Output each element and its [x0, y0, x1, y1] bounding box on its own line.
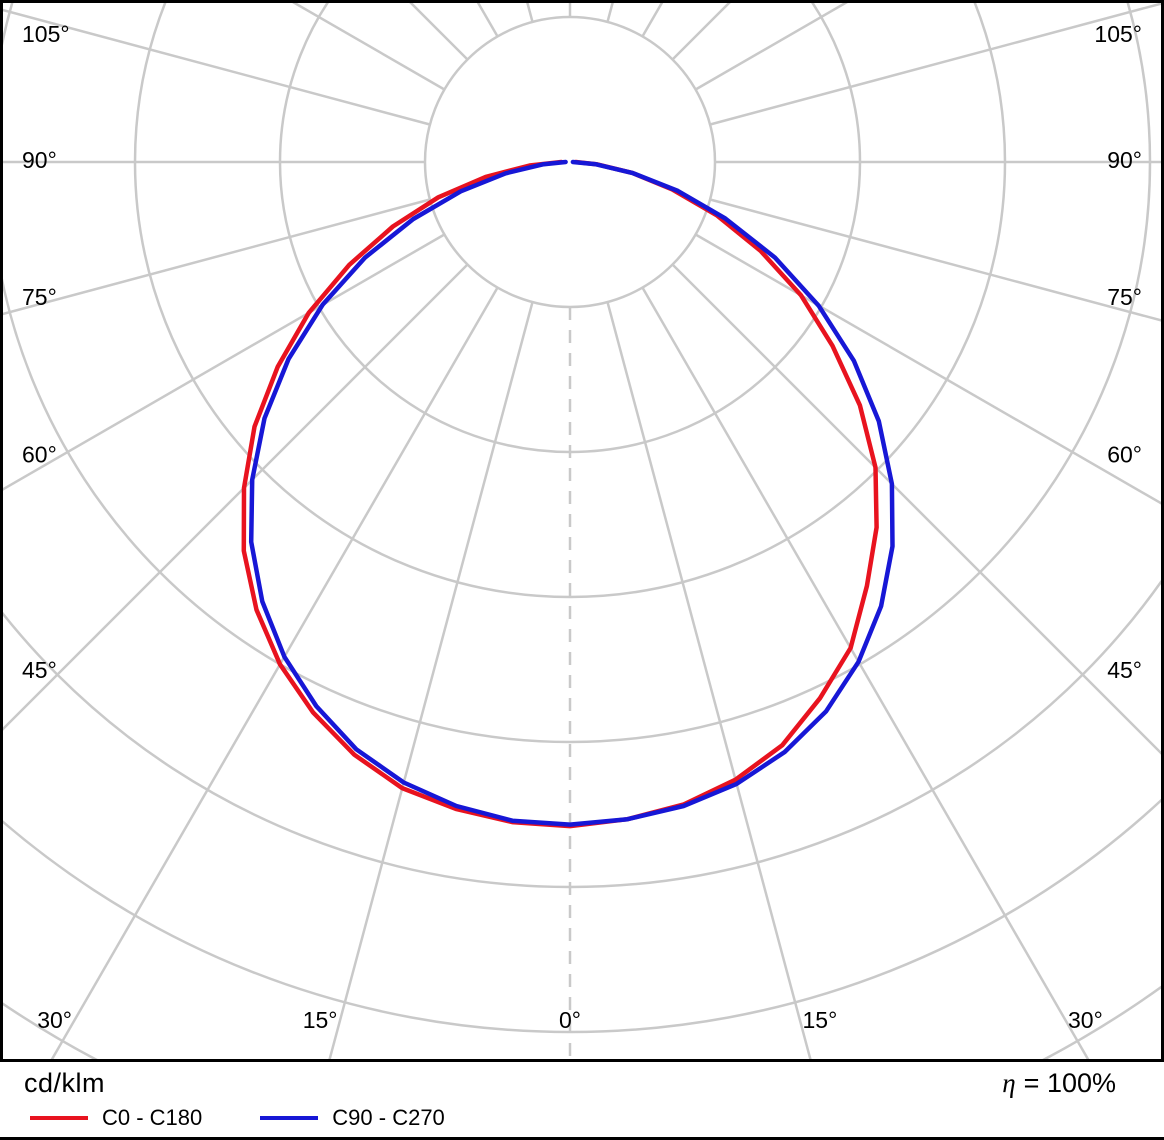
- angle-label: 90°: [1107, 147, 1142, 173]
- grid-ray: [606, 301, 812, 1059]
- polar-plot: 45° 45° 60° 60° 75° 75° 90° 90° 105° 105° 0° 15° 15°…: [0, 0, 1164, 1062]
- legend-item-c90-c270: C90 - C270: [260, 1105, 445, 1131]
- angle-label: 60°: [22, 441, 57, 467]
- grid-ring: [423, 15, 717, 309]
- angle-label: 45°: [1107, 657, 1142, 683]
- grid-ray: [671, 3, 731, 61]
- grid-ray: [3, 263, 469, 731]
- footer-top-row: cd/klm η = 100%: [0, 1062, 1164, 1099]
- angle-label: 0°: [559, 1007, 581, 1033]
- grid-ray: [3, 198, 431, 316]
- grid-ray: [641, 3, 664, 38]
- legend: C0 - C180 C90 - C270: [0, 1099, 1164, 1137]
- grid-ring: [3, 579, 1161, 889]
- angle-label: 45°: [22, 657, 57, 683]
- angle-labels: 45° 45° 60° 60° 75° 75° 90° 90° 105° 105° 0° 15° 15°…: [22, 21, 1142, 1033]
- grid-ray: [709, 3, 1161, 126]
- angle-label: 90°: [22, 147, 57, 173]
- footer: cd/klm η = 100% C0 - C180 C90 - C270: [0, 1062, 1164, 1137]
- grid-ray: [3, 233, 446, 491]
- grid-ray: [3, 8, 431, 126]
- plot-frame: [0, 0, 1164, 1062]
- grid-ring: [3, 3, 1152, 744]
- curve-c90-c270: [248, 159, 895, 827]
- grid-ray: [694, 233, 1161, 505]
- angle-label: 75°: [1107, 284, 1142, 310]
- legend-label-c90-c270: C90 - C270: [332, 1105, 445, 1130]
- angle-label: 30°: [1068, 1007, 1103, 1033]
- unit-label: cd/klm: [24, 1068, 106, 1098]
- angle-label: 15°: [303, 1007, 338, 1033]
- grid-ray: [50, 286, 499, 1059]
- efficiency-label: η = 100%: [1002, 1068, 1116, 1099]
- efficiency-value: = 100%: [1023, 1068, 1116, 1098]
- grid-ray: [476, 3, 499, 38]
- angle-label: 60°: [1107, 441, 1142, 467]
- angle-label: 105°: [22, 21, 70, 47]
- eta-symbol: η: [1002, 1068, 1016, 1098]
- grid-ray: [328, 301, 534, 1059]
- polar-grid: [3, 3, 1161, 1059]
- legend-swatch-c90-c270: [260, 1116, 319, 1120]
- legend-label-c0-c180: C0 - C180: [102, 1105, 203, 1130]
- angle-label: 30°: [37, 1007, 72, 1033]
- grid-ray: [671, 263, 1161, 755]
- angle-label: 15°: [803, 1007, 838, 1033]
- angle-label: 75°: [22, 284, 57, 310]
- angle-label: 105°: [1094, 21, 1142, 47]
- legend-item-c0-c180: C0 - C180: [30, 1105, 202, 1131]
- grid-ray: [641, 286, 1090, 1059]
- grid-ray: [709, 198, 1161, 322]
- legend-swatch-c0-c180: [30, 1116, 88, 1120]
- grid-ray: [606, 3, 614, 23]
- grid-ray: [409, 3, 469, 61]
- grid-ray: [526, 3, 534, 23]
- grid-ring: [3, 798, 1161, 1033]
- grid-ring: [3, 985, 1161, 1059]
